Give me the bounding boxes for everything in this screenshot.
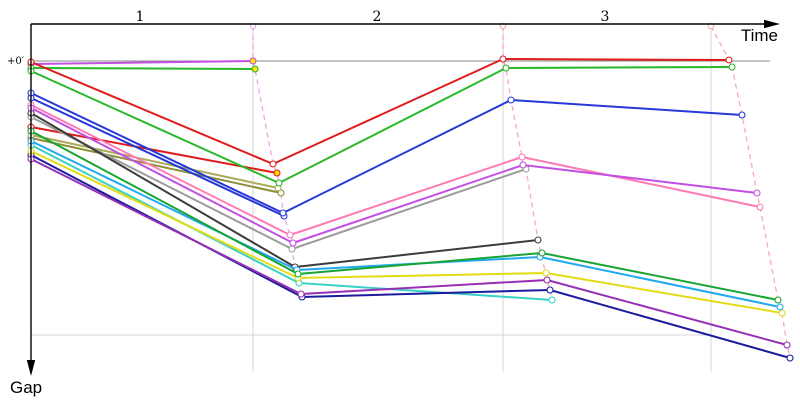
data-point-marker-violet[interactable] [519,161,527,169]
x-axis-arrow-icon [764,19,780,29]
data-point-marker-violet[interactable] [753,189,761,197]
rider-series [27,55,794,362]
data-point-marker-olive[interactable] [277,189,285,197]
series-line-green[interactable] [30,66,733,184]
x-axis-title: Time [741,26,778,45]
stage-2-connector [502,26,553,301]
series-line-navy[interactable] [30,154,791,359]
x-tick-1: 1 [136,9,145,25]
data-point-marker-green-b[interactable] [251,65,259,73]
stage-3-connector [710,25,791,359]
series-line-blue[interactable] [30,92,743,214]
data-point-marker-red[interactable] [269,160,277,168]
series-line-violet-b[interactable] [30,60,254,65]
series-turquoise[interactable] [27,141,556,304]
data-point-marker-turquoise[interactable] [548,296,556,304]
data-point-marker-pink[interactable] [286,231,294,239]
data-point-marker-blue[interactable] [738,111,746,119]
series-line-violet[interactable] [30,107,758,244]
series-line-purple[interactable] [30,158,788,346]
data-point-marker-green[interactable] [502,64,510,72]
data-point-marker-blue[interactable] [507,96,515,104]
data-point-marker-pink[interactable] [756,203,764,211]
data-point-marker-yellow[interactable] [542,269,550,277]
data-point-marker-pink[interactable] [518,153,526,161]
series-violet-b[interactable] [27,57,257,68]
series-blue-b[interactable] [27,94,288,220]
data-point-marker-green[interactable] [275,179,283,187]
series-pink[interactable] [27,101,764,239]
series-line-pink[interactable] [30,104,761,236]
y-zero-label: +0′ [7,56,25,67]
data-point-marker-green[interactable] [728,63,736,71]
data-point-marker-forestgreen[interactable] [538,249,546,257]
data-point-marker-navy[interactable] [546,286,554,294]
series-line-olive[interactable] [30,137,282,194]
data-point-marker-navy[interactable] [786,354,794,362]
series-line-yellow[interactable] [30,150,783,314]
series-violet[interactable] [27,104,761,247]
data-point-marker-red[interactable] [499,55,507,63]
data-point-marker-black[interactable] [534,236,542,244]
data-point-marker-yellow[interactable] [778,309,786,317]
series-green-b[interactable] [27,64,259,73]
y-axis-title: Gap [10,378,42,397]
gridlines [31,24,770,372]
y-axis-arrow-icon [26,360,36,376]
data-point-marker-violet[interactable] [289,239,297,247]
data-point-marker-purple[interactable] [543,276,551,284]
data-point-marker-deepskyblue[interactable] [776,303,784,311]
series-darkkhaki[interactable] [27,131,282,192]
series-line-turquoise[interactable] [30,144,553,301]
series-purple[interactable] [27,155,791,349]
series-yellow[interactable] [27,147,786,317]
series-line-red-b[interactable] [30,126,278,174]
stage-connector-lines [249,22,791,359]
series-line-forestgreen[interactable] [30,130,779,301]
series-red[interactable] [27,55,733,168]
series-line-darkkhaki[interactable] [30,134,279,189]
data-point-marker-purple[interactable] [297,290,305,298]
x-tick-3: 3 [601,9,610,25]
series-blue[interactable] [27,89,746,217]
series-green[interactable] [27,63,736,187]
x-tick-2: 2 [373,9,382,25]
data-point-marker-blue[interactable] [279,209,287,217]
series-line-blue-b[interactable] [30,97,285,217]
data-point-marker-red-b[interactable] [273,169,281,177]
data-point-marker-purple[interactable] [783,341,791,349]
data-point-marker-forestgreen[interactable] [294,270,302,278]
series-line-red[interactable] [30,58,730,165]
data-point-marker-red[interactable] [725,56,733,64]
data-point-marker-gray[interactable] [288,245,296,253]
axes [26,19,780,376]
data-point-marker-violet-b[interactable] [249,57,257,65]
series-line-green-b[interactable] [30,67,256,70]
data-point-marker-forestgreen[interactable] [774,296,782,304]
